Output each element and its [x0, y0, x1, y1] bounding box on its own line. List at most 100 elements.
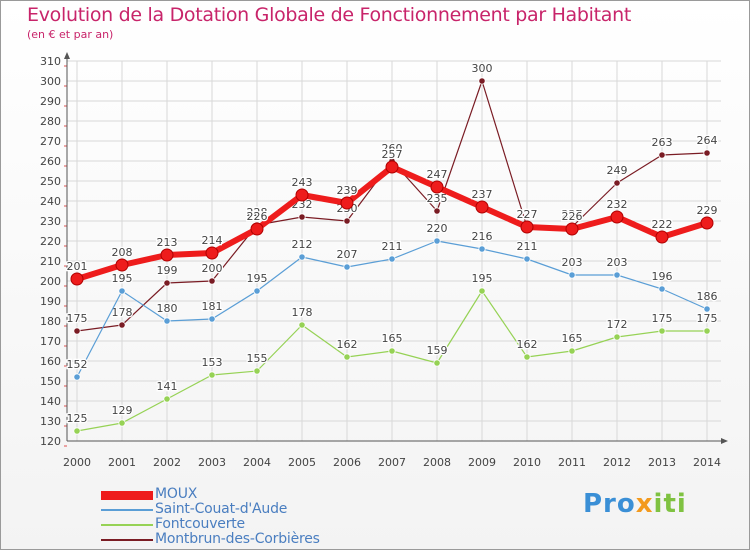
- data-label: 207: [337, 248, 358, 261]
- data-label: 175: [652, 312, 673, 325]
- x-tick-label: 2000: [63, 456, 91, 469]
- data-point: [613, 333, 621, 341]
- y-tick-label: 120: [40, 435, 61, 448]
- data-label: 220: [427, 222, 448, 235]
- data-label: 200: [202, 262, 223, 275]
- y-tick-label: 240: [40, 195, 61, 208]
- data-label: 178: [292, 306, 313, 319]
- data-label: 226: [247, 210, 268, 223]
- data-label: 226: [562, 210, 583, 223]
- data-point: [523, 353, 531, 361]
- data-label: 141: [157, 380, 178, 393]
- x-tick-label: 2014: [693, 456, 721, 469]
- y-tick-label: 210: [40, 255, 61, 268]
- data-label: 199: [157, 264, 178, 277]
- data-point: [115, 258, 129, 272]
- chart-subtitle: (en € et par an): [27, 28, 114, 41]
- data-label: 235: [427, 192, 448, 205]
- data-point: [250, 222, 264, 236]
- y-tick-label: 140: [40, 395, 61, 408]
- data-label: 153: [202, 356, 223, 369]
- data-point: [163, 395, 171, 403]
- data-point: [253, 367, 261, 375]
- data-label: 227: [562, 208, 583, 221]
- legend-swatch: [101, 539, 153, 541]
- legend-swatch: [101, 509, 153, 511]
- data-point: [163, 317, 171, 325]
- data-label: 165: [562, 332, 583, 345]
- data-label: 232: [607, 198, 628, 211]
- data-point: [610, 210, 624, 224]
- data-label: 249: [607, 164, 628, 177]
- data-point: [160, 248, 174, 262]
- x-tick-label: 2013: [648, 456, 676, 469]
- x-tick-label: 2004: [243, 456, 271, 469]
- data-label: 180: [157, 302, 178, 315]
- legend-label: MOUX: [155, 486, 198, 502]
- data-point: [343, 353, 351, 361]
- data-point: [430, 180, 444, 194]
- data-label: 129: [112, 404, 133, 417]
- x-tick-label: 2007: [378, 456, 406, 469]
- y-tick-label: 130: [40, 415, 61, 428]
- data-point: [118, 419, 126, 427]
- data-label: 178: [112, 306, 133, 319]
- logo-part-2: x: [635, 489, 654, 519]
- data-point: [478, 77, 486, 85]
- data-point: [163, 279, 171, 287]
- data-label: 196: [652, 270, 673, 283]
- y-tick-label: 180: [40, 315, 61, 328]
- data-point: [118, 321, 126, 329]
- x-tick-label: 2011: [558, 456, 586, 469]
- data-point: [73, 327, 81, 335]
- y-tick-label: 230: [40, 215, 61, 228]
- data-point: [298, 213, 306, 221]
- data-point: [343, 263, 351, 271]
- data-label: 227: [517, 208, 538, 221]
- y-tick-label: 190: [40, 295, 61, 308]
- data-label: 257: [382, 148, 403, 161]
- data-label: 264: [697, 134, 718, 147]
- data-label: 247: [427, 168, 448, 181]
- legend-swatch: [101, 491, 153, 500]
- data-point: [298, 321, 306, 329]
- x-tick-label: 2002: [153, 456, 181, 469]
- data-label: 243: [292, 176, 313, 189]
- data-point: [703, 149, 711, 157]
- data-label: 165: [382, 332, 403, 345]
- x-tick-label: 2010: [513, 456, 541, 469]
- data-label: 175: [697, 312, 718, 325]
- data-point: [208, 371, 216, 379]
- x-tick-label: 2005: [288, 456, 316, 469]
- data-label: 162: [517, 338, 538, 351]
- data-point: [295, 188, 309, 202]
- legend-label: Saint-Couat-d'Aude: [155, 501, 288, 517]
- data-point: [433, 207, 441, 215]
- legend-swatch: [101, 524, 153, 526]
- data-point: [568, 347, 576, 355]
- y-tick-label: 310: [40, 55, 61, 68]
- y-tick-label: 250: [40, 175, 61, 188]
- data-point: [520, 220, 534, 234]
- data-label: 152: [67, 358, 88, 371]
- x-tick-label: 2001: [108, 456, 136, 469]
- data-point: [343, 217, 351, 225]
- y-axis-arrow: [64, 52, 70, 59]
- data-label: 211: [517, 240, 538, 253]
- data-label: 213: [157, 236, 178, 249]
- data-point: [613, 271, 621, 279]
- y-tick-label: 160: [40, 355, 61, 368]
- chart-title: Evolution de la Dotation Globale de Fonc…: [27, 4, 632, 26]
- y-tick-label: 170: [40, 335, 61, 348]
- data-label: 229: [697, 204, 718, 217]
- data-label: 181: [202, 300, 223, 313]
- data-label: 239: [337, 184, 358, 197]
- x-tick-label: 2012: [603, 456, 631, 469]
- proxiti-logo: Proxiti: [583, 489, 687, 519]
- data-label: 125: [67, 412, 88, 425]
- data-label: 195: [472, 272, 493, 285]
- data-point: [475, 200, 489, 214]
- y-tick-label: 260: [40, 155, 61, 168]
- data-point: [433, 237, 441, 245]
